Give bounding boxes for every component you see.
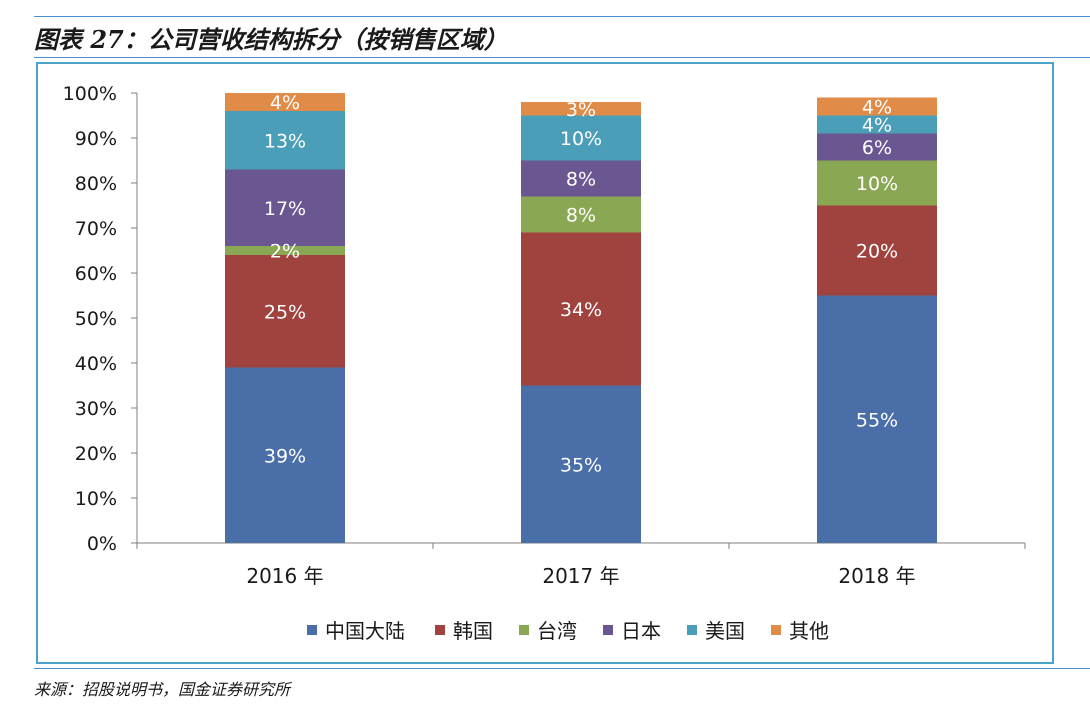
bar-segment	[225, 169, 345, 246]
data-label: 17%	[264, 198, 306, 220]
bar-segment	[817, 115, 937, 134]
x-tick-label: 2018 年	[838, 564, 915, 588]
data-label: 4%	[862, 115, 892, 137]
data-label: 8%	[566, 205, 596, 227]
title-divider	[34, 57, 1090, 58]
y-tick-label: 100%	[63, 83, 117, 105]
legend-swatch	[435, 625, 445, 635]
legend-label: 中国大陆	[325, 619, 405, 643]
data-label: 35%	[560, 454, 602, 476]
legend-label: 日本	[621, 619, 661, 643]
bar-segment	[225, 93, 345, 111]
legend: 中国大陆 韩国 台湾 日本 美国 其他	[307, 619, 829, 643]
data-label: 10%	[856, 173, 898, 195]
bar-segment	[817, 133, 937, 161]
x-tick-label: 2017 年	[542, 564, 619, 588]
data-label: 13%	[264, 130, 306, 152]
data-label: 20%	[856, 241, 898, 263]
data-label: 4%	[270, 92, 300, 114]
bar-segment	[817, 295, 937, 543]
data-label: 55%	[856, 409, 898, 431]
top-rule	[34, 16, 1090, 17]
bar-segment	[521, 160, 641, 197]
bar-segment	[817, 205, 937, 296]
bar-segment	[225, 367, 345, 543]
data-label: 2%	[270, 241, 300, 263]
legend-swatch	[687, 625, 697, 635]
bar-segment	[225, 111, 345, 170]
x-tick-label: 2016 年	[246, 564, 323, 588]
legend-label: 韩国	[453, 619, 493, 643]
data-label: 3%	[566, 99, 596, 121]
y-tick-label: 10%	[75, 488, 117, 510]
bar-segment	[521, 385, 641, 543]
legend-swatch	[771, 625, 781, 635]
legend-label: 其他	[789, 619, 829, 643]
bar-segment	[225, 246, 345, 255]
data-label: 4%	[862, 97, 892, 119]
data-labels-group: 39% 25% 2% 17% 13% 4% 35% 34% 8% 8% 10% 3% 55% 20% 10%…	[264, 92, 898, 476]
y-tick-label: 50%	[75, 308, 117, 330]
y-tick-label: 90%	[75, 128, 117, 150]
legend-swatch	[603, 625, 613, 635]
bar-segment	[521, 196, 641, 233]
source-note: 来源：招股说明书，国金证券研究所	[34, 680, 291, 699]
data-label: 6%	[862, 137, 892, 159]
data-label: 25%	[264, 301, 306, 323]
legend-swatch	[307, 625, 317, 635]
bar-segment	[225, 255, 345, 368]
data-label: 34%	[560, 299, 602, 321]
legend-swatch	[519, 625, 529, 635]
y-tick-label: 70%	[75, 218, 117, 240]
data-label: 10%	[560, 128, 602, 150]
y-tick-label: 80%	[75, 173, 117, 195]
chart-title: 图表 27：公司营收结构拆分（按销售区域）	[34, 25, 508, 54]
y-tick-label: 40%	[75, 353, 117, 375]
legend-label: 台湾	[537, 619, 577, 643]
y-tick-label: 0%	[87, 533, 117, 555]
y-tick-label: 20%	[75, 443, 117, 465]
bar-segment	[817, 97, 937, 116]
bar-segment	[521, 102, 641, 116]
y-tick-label: 30%	[75, 398, 117, 420]
bar-segment	[817, 160, 937, 206]
bar-segment	[521, 115, 641, 161]
data-label: 39%	[264, 445, 306, 467]
bottom-rule	[34, 668, 1090, 669]
legend-label: 美国	[705, 619, 745, 643]
y-tick-label: 60%	[75, 263, 117, 285]
data-label: 8%	[566, 169, 596, 191]
bar-segment	[521, 232, 641, 386]
bars-group	[225, 93, 937, 543]
